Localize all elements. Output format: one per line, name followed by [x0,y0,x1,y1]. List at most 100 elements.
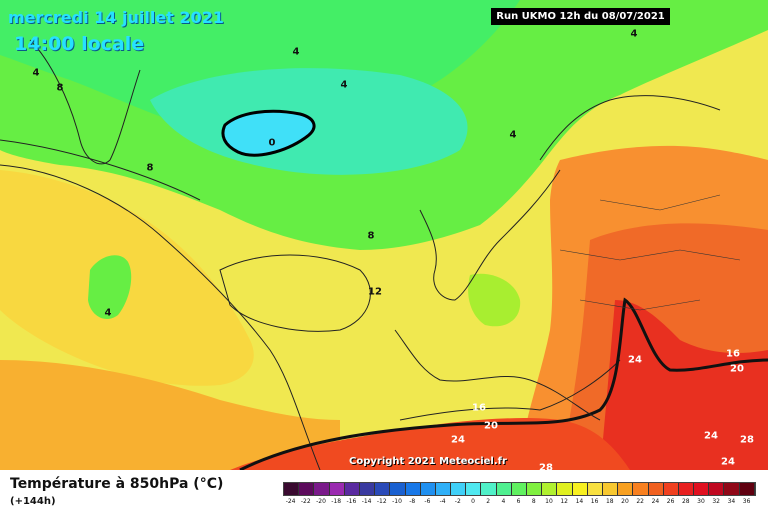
band-orange-sw [0,360,340,470]
cold-core [221,109,316,157]
patch-green-med [468,273,521,327]
contour-label: 8 [56,82,64,94]
contour-label: 20 [484,420,498,432]
scale-tick: 10 [545,498,553,505]
scale-swatch [557,483,573,495]
legend-footer: Température à 850hPa (°C) (+144h) -24 -22… [0,470,768,512]
contour-label: 4 [32,67,40,79]
scale-swatch [359,483,376,495]
scale-swatch [314,483,330,495]
scale-tick: 8 [531,498,536,505]
color-scale [283,482,756,496]
scale-tick: -20 [316,498,326,505]
coast-greenland [29,39,141,165]
scale-swatch [496,483,512,495]
contour-label: 28 [740,434,754,446]
band-red-south [230,418,630,470]
contour-label: 4 [509,129,517,141]
scale-swatch [390,483,406,495]
contour-label: 24 [451,434,465,446]
contour-label: 12 [368,286,382,298]
contour-label: 0 [268,137,276,149]
run-label: Run UKMO 12h du 08/07/2021 [491,8,670,25]
contour-label: 4 [630,28,638,40]
scale-tick: 2 [486,498,491,505]
scale-swatch [284,483,300,495]
scale-tick: 6 [516,498,521,505]
contour-label: 16 [472,402,486,414]
scale-swatch [587,483,603,495]
scale-swatch [329,483,345,495]
scale-swatch [724,483,740,495]
scale-swatch [451,483,467,495]
scale-tick: 22 [636,498,645,505]
scale-swatch [375,483,391,495]
contour-label: 4 [104,307,112,319]
scale-tick: -2 [454,498,461,505]
coast-scandinavia [539,95,721,161]
contour-label: 20 [730,363,744,375]
scale-tick: 16 [590,498,599,505]
scale-tick: -12 [376,498,387,505]
scale-swatch [420,483,436,495]
scale-tick: 26 [666,498,675,505]
scale-tick: 20 [621,498,629,505]
forecast-time: 14:00 locale [14,33,145,55]
color-scale-ticks: -24 -22 -20 -18 -16 -14 -12 -10 -8 -6 -4 -2 0 2 4 6 8 10 1… [283,498,753,508]
scale-swatch [633,483,649,495]
band-red [600,300,768,470]
contour-label: 28 [539,462,553,471]
scale-swatch [542,483,558,495]
contour-12 [219,254,371,332]
scale-tick: -8 [409,498,416,505]
scale-swatch [602,483,619,495]
temperature-map: mercredi 14 juillet 2021 14:00 locale Ru… [0,0,768,470]
contour-label: 8 [367,230,375,242]
scale-swatch [663,483,679,495]
contour-label: 4 [340,79,348,91]
patch-green-atl [88,255,132,320]
scale-tick: 18 [605,498,614,505]
contour-label: 24 [704,430,718,442]
scale-tick: 34 [727,498,736,505]
scale-swatch [299,483,315,495]
contour-24-bold [239,297,768,470]
scale-tick: 24 [651,498,660,505]
scale-swatch [527,483,543,495]
contour-label: 24 [628,354,642,366]
scale-swatch [466,483,482,495]
scale-swatch [648,483,664,495]
scale-swatch [511,483,527,495]
legend-title: Température à 850hPa (°C) [10,476,224,492]
scale-swatch [572,483,588,495]
contour-8 [0,164,321,470]
scale-tick: 14 [575,498,584,505]
scale-tick: 0 [471,498,475,505]
scale-swatch [405,483,421,495]
contour-label: 24 [721,456,735,468]
forecast-date: mercredi 14 juillet 2021 [8,8,224,27]
scale-tick: 28 [681,498,690,505]
scale-tick: -22 [300,498,311,505]
coast-med [394,329,601,421]
scale-tick: 30 [697,498,705,505]
scale-swatch [678,483,695,495]
scale-tick: -18 [331,498,342,505]
scale-tick: 4 [501,498,506,505]
contour-16 [399,359,621,421]
scale-swatch [435,483,452,495]
copyright: Copyright 2021 Meteociel.fr [349,456,507,467]
scale-tick: 32 [712,498,721,505]
scale-swatch [739,483,755,495]
coast-europe-north [419,169,561,301]
scale-tick: -24 [285,498,296,505]
legend-subtitle: (+144h) [10,496,56,507]
contour-label: 16 [726,348,740,360]
scale-tick: -6 [424,498,431,505]
scale-tick: 36 [742,498,751,505]
scale-swatch [344,483,360,495]
scale-tick: -14 [361,498,372,505]
scale-tick: -16 [346,498,357,505]
scale-tick: 12 [560,498,569,505]
contour-4 [0,139,201,201]
